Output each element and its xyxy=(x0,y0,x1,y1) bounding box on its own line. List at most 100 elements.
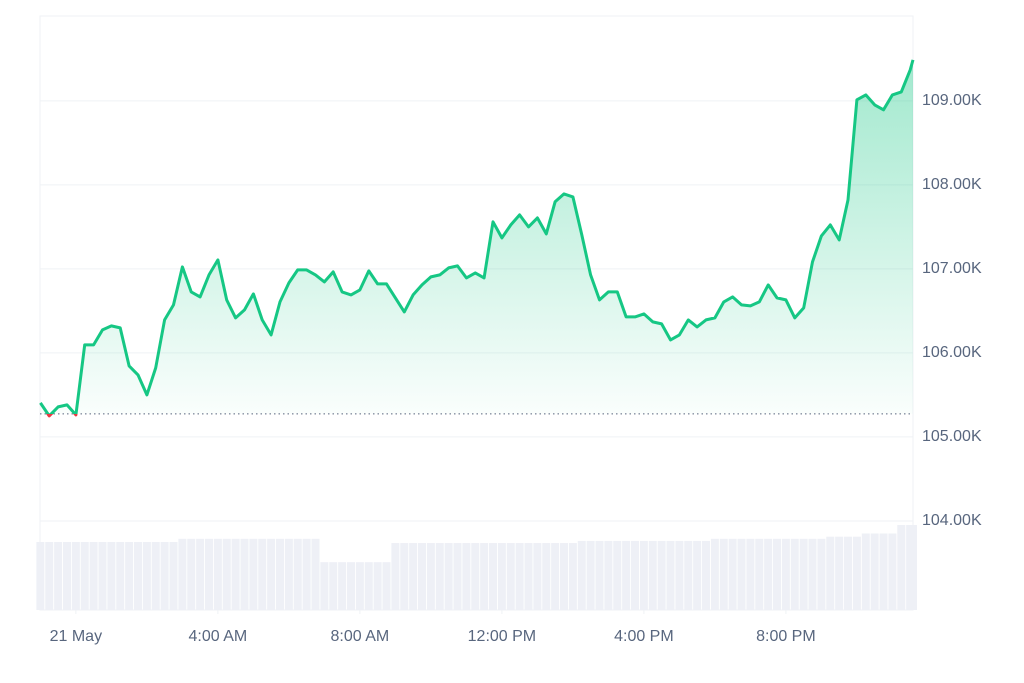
volume-bar xyxy=(897,525,906,610)
volume-bar xyxy=(275,538,284,610)
volume-bar xyxy=(302,538,311,610)
volume-bar xyxy=(293,538,302,610)
volume-bar xyxy=(471,543,480,610)
volume-bar xyxy=(693,540,702,610)
volume-bar xyxy=(702,540,711,610)
volume-bar xyxy=(560,543,569,610)
volume-bar xyxy=(346,562,355,610)
volume-bar xyxy=(684,540,693,610)
volume-bar xyxy=(542,543,551,610)
volume-bar xyxy=(773,538,782,610)
volume-bar xyxy=(817,538,826,610)
volume-bar xyxy=(62,542,71,610)
volume-bar xyxy=(107,542,116,610)
volume-bar xyxy=(329,562,338,610)
volume-bar xyxy=(657,540,666,610)
volume-bar xyxy=(710,538,719,610)
volume-bar xyxy=(648,540,657,610)
volume-bar xyxy=(622,540,631,610)
volume-bar xyxy=(719,538,728,610)
volume-bar xyxy=(852,536,861,610)
volume-bar xyxy=(577,540,586,610)
volume-bar xyxy=(320,562,329,610)
volume-bar xyxy=(639,540,648,610)
x-tick-label: 4:00 PM xyxy=(614,628,674,645)
volume-bar xyxy=(89,542,98,610)
volume-bar xyxy=(284,538,293,610)
volume-bar xyxy=(98,542,107,610)
volume-bar xyxy=(737,538,746,610)
volume-bar xyxy=(151,542,160,610)
volume-bar xyxy=(515,543,524,610)
volume-bar xyxy=(364,562,373,610)
volume-bar xyxy=(746,538,755,610)
volume-bar xyxy=(870,533,879,610)
volume-bar xyxy=(613,540,622,610)
area xyxy=(40,59,913,414)
volume-bar xyxy=(204,538,213,610)
volume-bar xyxy=(489,543,498,610)
volume-bar xyxy=(187,538,196,610)
volume-bar xyxy=(311,538,320,610)
volume-bar xyxy=(178,538,187,610)
volume-bar xyxy=(80,542,89,610)
y-tick-label: 108.00K xyxy=(922,176,982,193)
volume-bar xyxy=(54,542,63,610)
volume-bar xyxy=(213,538,222,610)
y-tick-label: 104.00K xyxy=(922,512,982,529)
volume-bar xyxy=(675,540,684,610)
y-tick-label: 109.00K xyxy=(922,92,982,109)
y-tick-label: 105.00K xyxy=(922,428,982,445)
volume-bar xyxy=(826,536,835,610)
x-tick-label: 12:00 PM xyxy=(468,628,536,645)
volume-bar xyxy=(391,543,400,610)
volume-bar xyxy=(666,540,675,610)
volume-bar xyxy=(355,562,364,610)
volume-bar xyxy=(524,543,533,610)
volume-bar xyxy=(258,538,267,610)
price-line xyxy=(39,59,915,418)
volume-bar xyxy=(462,543,471,610)
volume-bar xyxy=(879,533,888,610)
volume-bar xyxy=(435,543,444,610)
volume-bar xyxy=(586,540,595,610)
x-tick-label: 8:00 AM xyxy=(331,628,390,645)
volume-bar xyxy=(506,543,515,610)
y-tick-label: 106.00K xyxy=(922,344,982,361)
volume-bar xyxy=(453,543,462,610)
volume-bar xyxy=(160,542,169,610)
volume-bar xyxy=(604,540,613,610)
volume-bar xyxy=(844,536,853,610)
volume-bar xyxy=(781,538,790,610)
volume-bar xyxy=(400,543,409,610)
volume-bar xyxy=(231,538,240,610)
volume-bar xyxy=(808,538,817,610)
x-tick-label: 21 May xyxy=(50,628,102,645)
volume-bar xyxy=(888,533,897,610)
volume-bar xyxy=(444,543,453,610)
volume-bar xyxy=(755,538,764,610)
volume-bar xyxy=(249,538,258,610)
volume-bar xyxy=(568,543,577,610)
volume-bar xyxy=(861,533,870,610)
volume-bar xyxy=(240,538,249,610)
volume-bar xyxy=(338,562,347,610)
volume-bar xyxy=(116,542,125,610)
volume-bar xyxy=(125,542,134,610)
volume-bar xyxy=(764,538,773,610)
volume-bar xyxy=(45,542,54,610)
volume-bar xyxy=(835,536,844,610)
volume-bar xyxy=(382,562,391,610)
volume-bar xyxy=(409,543,418,610)
volume-bar xyxy=(222,538,231,610)
volume-bar xyxy=(267,538,276,610)
x-tick-label: 8:00 PM xyxy=(756,628,816,645)
x-tick-label: 4:00 AM xyxy=(189,628,248,645)
volume-bar xyxy=(790,538,799,610)
volume-bar xyxy=(373,562,382,610)
volume-bar xyxy=(169,542,178,610)
volume-bar xyxy=(36,542,45,610)
volume-bar xyxy=(480,543,489,610)
volume-bar xyxy=(631,540,640,610)
